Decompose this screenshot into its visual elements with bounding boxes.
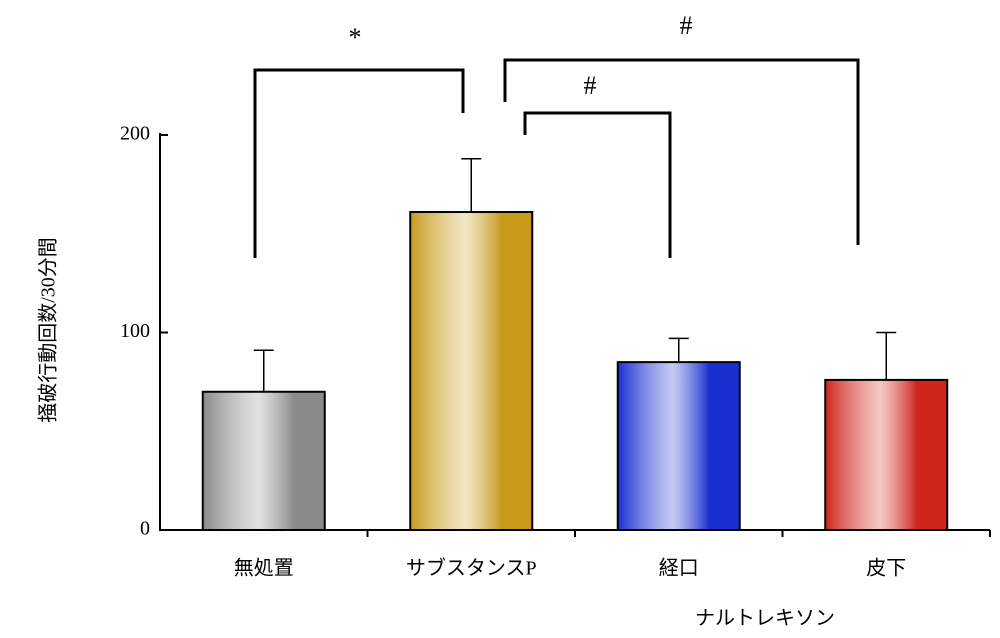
- bar: [201, 390, 326, 531]
- y-tick-label: 100: [120, 320, 150, 342]
- significance-mark: *: [349, 23, 362, 52]
- x-tick-label: 無処置: [234, 557, 294, 580]
- y-axis-label: 掻破行動回数/30分間: [37, 237, 60, 423]
- bar: [409, 211, 534, 531]
- y-tick-label: 200: [120, 123, 150, 145]
- x-tick-label: サブスタンスP: [406, 556, 537, 580]
- bracket: [253, 68, 465, 258]
- bar: [616, 361, 741, 531]
- bracket: [503, 58, 860, 245]
- y-tick-label: 0: [140, 518, 150, 540]
- group-label: ナルトレキソン: [695, 608, 835, 630]
- x-tick-label: 経口: [659, 557, 699, 580]
- bar: [824, 378, 949, 531]
- bracket: [523, 111, 672, 258]
- significance-mark: #: [680, 11, 693, 40]
- x-tick-label: 皮下: [866, 557, 906, 580]
- significance-mark: #: [584, 71, 597, 100]
